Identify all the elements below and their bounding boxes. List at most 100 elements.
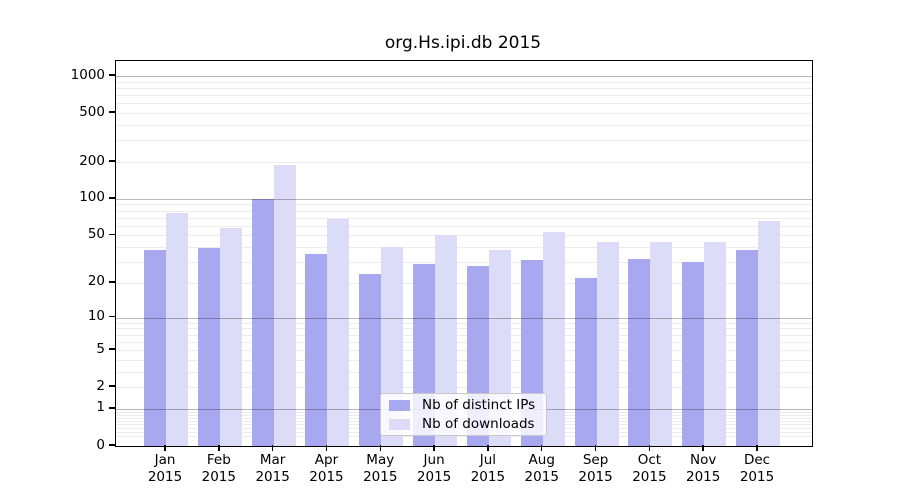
x-axis-label-dec: Dec 2015	[739, 452, 775, 485]
gridline-minor	[116, 140, 812, 142]
x-axis-label-jan: Jan 2015	[147, 452, 183, 485]
legend-row-downloads: Nb of downloads	[389, 416, 546, 432]
bar-downloads-aug	[542, 232, 565, 446]
legend-label-distinct-ips: Nb of distinct IPs	[422, 397, 536, 413]
gridline-overlay	[116, 61, 812, 446]
y-axis-label: 20	[87, 273, 105, 290]
gridline-minor	[116, 95, 812, 97]
y-axis-label: 0	[96, 436, 105, 453]
y-axis-tick	[109, 197, 115, 199]
gridline-minor	[116, 225, 812, 227]
bar-ips-sep	[574, 278, 597, 446]
gridline-minor	[116, 113, 812, 115]
y-axis-label: 1000	[70, 66, 105, 83]
y-axis-label: 1	[96, 399, 105, 416]
x-axis-tick	[271, 445, 274, 451]
y-axis-tick	[109, 444, 115, 446]
x-axis-tick	[648, 445, 651, 451]
bar-downloads-feb	[219, 227, 242, 446]
legend-row-distinct-ips: Nb of distinct IPs	[389, 397, 546, 413]
gridline-minor	[116, 350, 812, 352]
x-axis-tick	[594, 445, 597, 451]
x-axis-tick	[487, 445, 489, 451]
bar-ips-apr	[305, 254, 328, 446]
x-axis-tick	[379, 445, 382, 451]
x-axis-tick	[756, 445, 758, 451]
legend-swatch-distinct-ips-icon	[389, 399, 410, 411]
bar-downloads-apr	[327, 219, 350, 446]
y-axis-tick	[109, 385, 115, 387]
bar-ips-nov	[682, 262, 705, 446]
gridline-minor	[116, 247, 812, 249]
y-axis-tick	[109, 160, 115, 162]
x-axis-label-may: May 2015	[363, 452, 398, 485]
x-axis-tick	[702, 445, 704, 451]
gridline-major	[116, 198, 812, 200]
y-axis-label: 100	[79, 189, 105, 206]
gridline-minor	[116, 87, 812, 89]
y-axis-label: 500	[79, 103, 105, 120]
plot-area	[115, 60, 813, 447]
gridline-minor	[116, 341, 812, 343]
gridline-minor	[116, 334, 812, 336]
y-axis-tick	[109, 348, 115, 350]
x-axis-tick	[540, 445, 543, 451]
bar-downloads-oct	[650, 242, 673, 446]
x-axis-tick	[218, 445, 220, 451]
y-axis-label: 5	[96, 340, 105, 357]
bar-downloads-jan	[166, 213, 188, 446]
x-axis-label-jul: Jul 2015	[470, 452, 506, 485]
y-axis-label: 2	[96, 377, 105, 394]
gridline-minor	[116, 210, 812, 212]
gridline-minor	[116, 204, 812, 206]
legend-label-downloads: Nb of downloads	[422, 416, 535, 432]
bar-ips-jan	[144, 249, 166, 446]
gridline-major	[116, 317, 812, 319]
gridline-minor	[116, 371, 812, 373]
gridline-minor	[116, 81, 812, 83]
gridline-minor	[116, 328, 812, 330]
y-axis-label: 10	[87, 308, 105, 325]
bar-downloads-dec	[758, 220, 781, 446]
bar-downloads-mar	[273, 164, 296, 446]
y-axis-tick	[109, 74, 115, 76]
chart-title: org.Hs.ipi.db 2015	[384, 33, 542, 53]
gridline-minor	[116, 262, 812, 264]
x-axis-label-oct: Oct 2015	[632, 452, 667, 485]
gridline-major	[116, 76, 812, 78]
x-axis-tick	[433, 445, 435, 451]
gridline-minor	[116, 359, 812, 361]
gridline-minor	[116, 282, 812, 284]
bar-ips-may	[359, 273, 382, 446]
gridline-minor	[116, 162, 812, 164]
gridline-minor	[116, 387, 812, 389]
x-axis-label-feb: Feb 2015	[201, 452, 236, 485]
y-axis-tick	[109, 315, 115, 318]
bar-ips-dec	[736, 249, 759, 446]
bar-downloads-nov	[704, 242, 727, 446]
gridline-minor	[116, 322, 812, 324]
gridline-minor	[116, 125, 812, 127]
y-axis-tick	[109, 233, 115, 236]
y-axis-tick	[109, 281, 115, 283]
y-axis-label: 50	[87, 225, 105, 242]
bar-downloads-sep	[596, 242, 619, 446]
legend-swatch-downloads-icon	[389, 418, 410, 430]
gridline-minor	[116, 103, 812, 105]
x-axis-label-sep: Sep 2015	[578, 452, 613, 485]
y-axis-label: 200	[79, 152, 105, 169]
bar-ips-mar	[251, 198, 274, 446]
y-axis-tick	[109, 111, 115, 113]
x-axis-tick	[325, 445, 328, 451]
x-axis-tick	[164, 445, 166, 451]
bar-layer	[116, 61, 812, 446]
x-axis-label-apr: Apr 2015	[309, 452, 344, 485]
x-axis-label-jun: Jun 2015	[416, 452, 452, 485]
gridline-minor	[116, 436, 812, 438]
bar-ips-oct	[628, 258, 651, 446]
bar-ips-feb	[197, 248, 220, 446]
gridline-minor	[116, 217, 812, 219]
y-axis-tick	[109, 407, 115, 409]
x-axis-label-aug: Aug 2015	[524, 452, 559, 485]
